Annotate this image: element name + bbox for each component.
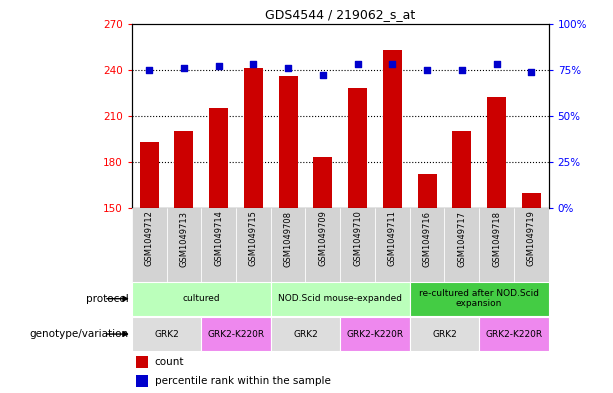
Text: GSM1049713: GSM1049713: [180, 211, 188, 266]
Bar: [514, 208, 549, 283]
Bar: [236, 208, 271, 283]
Bar: [409, 282, 549, 316]
Point: [318, 72, 328, 79]
Bar: [348, 88, 367, 208]
Text: GSM1049710: GSM1049710: [353, 211, 362, 266]
Bar: [136, 356, 148, 368]
Text: GSM1049719: GSM1049719: [527, 211, 536, 266]
Bar: [479, 317, 549, 351]
Bar: [340, 317, 409, 351]
Text: re-cultured after NOD.Scid
expansion: re-cultured after NOD.Scid expansion: [419, 289, 539, 309]
Text: genotype/variation: genotype/variation: [29, 329, 129, 339]
Bar: [375, 208, 409, 283]
Point: [387, 61, 397, 67]
Bar: [132, 208, 167, 283]
Text: GRK2-K220R: GRK2-K220R: [207, 330, 265, 338]
Bar: [201, 208, 236, 283]
Point: [144, 67, 154, 73]
Bar: [383, 50, 402, 208]
Point: [283, 65, 293, 71]
Bar: [271, 317, 340, 351]
Point: [422, 67, 432, 73]
Bar: [487, 97, 506, 208]
Point: [179, 65, 189, 71]
Bar: [479, 208, 514, 283]
Text: GRK2-K220R: GRK2-K220R: [346, 330, 403, 338]
Bar: [201, 317, 271, 351]
Point: [527, 68, 536, 75]
Bar: [305, 208, 340, 283]
Text: GSM1049716: GSM1049716: [422, 211, 432, 266]
Title: GDS4544 / 219062_s_at: GDS4544 / 219062_s_at: [265, 8, 416, 21]
Text: GSM1049718: GSM1049718: [492, 211, 501, 266]
Point: [457, 67, 466, 73]
Bar: [271, 208, 305, 283]
Text: GSM1049711: GSM1049711: [388, 211, 397, 266]
Bar: [271, 282, 409, 316]
Text: percentile rank within the sample: percentile rank within the sample: [154, 376, 330, 386]
Bar: [409, 317, 479, 351]
Text: GSM1049717: GSM1049717: [457, 211, 466, 266]
Text: NOD.Scid mouse-expanded: NOD.Scid mouse-expanded: [278, 294, 402, 303]
Text: GSM1049715: GSM1049715: [249, 211, 258, 266]
Point: [352, 61, 362, 67]
Bar: [244, 68, 263, 208]
Text: GRK2-K220R: GRK2-K220R: [485, 330, 543, 338]
Text: protocol: protocol: [86, 294, 129, 304]
Bar: [452, 131, 471, 208]
Bar: [313, 158, 332, 208]
Bar: [209, 108, 228, 208]
Bar: [278, 76, 298, 208]
Bar: [136, 375, 148, 387]
Bar: [444, 208, 479, 283]
Point: [248, 61, 258, 67]
Text: GSM1049714: GSM1049714: [214, 211, 223, 266]
Point: [492, 61, 501, 67]
Bar: [132, 282, 271, 316]
Bar: [167, 208, 201, 283]
Text: GRK2: GRK2: [432, 330, 457, 338]
Bar: [409, 208, 444, 283]
Text: GRK2: GRK2: [293, 330, 318, 338]
Text: cultured: cultured: [183, 294, 220, 303]
Text: GSM1049712: GSM1049712: [145, 211, 154, 266]
Text: GSM1049708: GSM1049708: [284, 211, 292, 266]
Bar: [140, 142, 159, 208]
Text: GRK2: GRK2: [154, 330, 179, 338]
Bar: [132, 317, 201, 351]
Point: [214, 63, 224, 69]
Text: GSM1049709: GSM1049709: [318, 211, 327, 266]
Text: count: count: [154, 357, 185, 367]
Bar: [174, 131, 194, 208]
Bar: [522, 193, 541, 208]
Bar: [417, 174, 436, 208]
Bar: [340, 208, 375, 283]
